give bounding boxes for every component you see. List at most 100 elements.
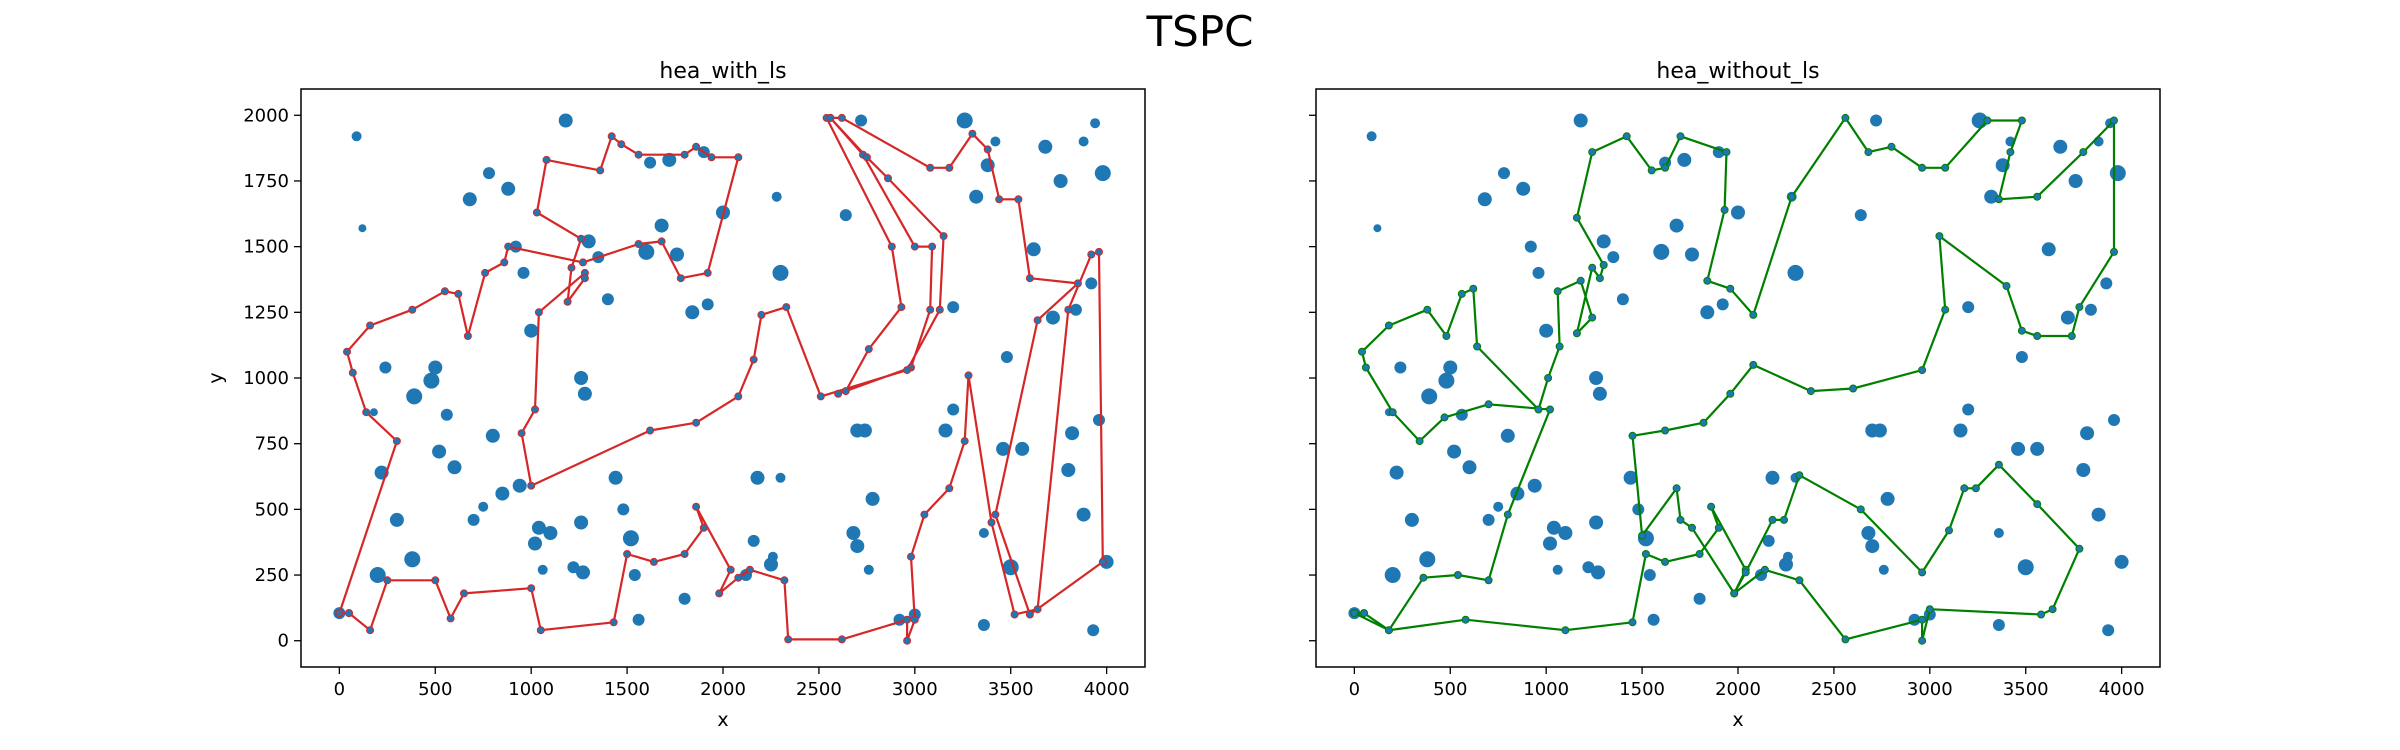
tour-node: [903, 366, 912, 375]
tour-node: [2075, 544, 2084, 553]
x-tick-label: 1500: [604, 679, 650, 700]
node-point: [1992, 619, 2005, 631]
tour-node: [1703, 276, 1712, 285]
node-point: [1787, 264, 1804, 281]
tour-node: [440, 287, 449, 296]
tour-node: [1749, 310, 1758, 319]
tour-node: [826, 113, 835, 122]
tour-node: [1358, 347, 1366, 356]
tour-node: [1442, 332, 1451, 340]
tour-node: [1561, 626, 1570, 635]
y-tick-label: 1500: [243, 237, 289, 258]
tour-node: [692, 502, 701, 511]
tour-node: [935, 305, 944, 314]
tour-node: [1994, 195, 2003, 204]
tour-node: [1010, 610, 1019, 619]
tour-node: [454, 289, 463, 298]
x-tick-label: 4000: [1084, 679, 1130, 700]
node-point: [406, 388, 423, 405]
node-point: [1984, 189, 1999, 204]
tour-node: [1453, 571, 1462, 579]
node-point: [1026, 242, 1041, 257]
node-point: [1878, 564, 1889, 575]
subplot-title: hea_with_ls: [659, 59, 786, 84]
node-point: [517, 266, 530, 279]
tour-node: [579, 258, 587, 267]
x-tick-label: 500: [1433, 679, 1467, 700]
node-point: [528, 536, 542, 551]
tour-node: [1440, 413, 1449, 422]
node-point: [678, 592, 691, 605]
tour-node: [362, 408, 371, 417]
node-point: [1421, 388, 1438, 405]
node-point: [1038, 139, 1053, 154]
tour-node: [1795, 576, 1804, 585]
node-point: [485, 428, 500, 443]
x-tick-label: 2000: [700, 679, 746, 700]
tour-node: [991, 510, 1000, 519]
tour-node: [692, 418, 701, 427]
tour-node: [1014, 195, 1023, 204]
x-tick-label: 4000: [2099, 679, 2145, 700]
tour-node: [816, 392, 825, 401]
node-point: [947, 301, 960, 314]
tour-node: [945, 163, 954, 172]
node-point: [1700, 305, 1715, 320]
node-point: [1539, 323, 1554, 338]
node-point: [2030, 441, 2045, 456]
tour-node: [1350, 609, 1359, 618]
tour-node: [345, 609, 353, 618]
node-point: [1094, 165, 1111, 182]
tour-node: [928, 242, 937, 251]
node-point: [1880, 491, 1895, 506]
x-tick-label: 2500: [796, 679, 842, 700]
node-point: [574, 515, 589, 530]
tour-node: [634, 150, 643, 159]
tour-node: [1983, 116, 1992, 125]
node-point: [1765, 470, 1780, 485]
tour-node: [726, 565, 735, 574]
node-point: [632, 613, 645, 626]
tour-node: [1887, 142, 1896, 151]
tour-node: [734, 153, 743, 162]
node-point: [2015, 351, 2028, 363]
node-point: [865, 491, 880, 506]
tour-node: [920, 510, 929, 519]
y-axis: [1309, 114, 1316, 642]
tour-node: [864, 345, 873, 354]
node-point: [990, 136, 1001, 147]
tour-node: [907, 552, 915, 561]
x-axis: 0 500 1000 1500 2000 2500 3000 3500 4000: [334, 667, 1130, 700]
node-point: [483, 167, 495, 180]
x-axis-label: x: [1732, 709, 1743, 731]
node-point: [369, 408, 378, 417]
node-point: [1589, 515, 1604, 530]
node-point: [512, 478, 527, 493]
tour-node: [1672, 484, 1681, 493]
tour-node: [536, 626, 545, 635]
tour-node: [2110, 116, 2118, 125]
node-point: [1669, 218, 1684, 233]
node-point: [1447, 444, 1462, 459]
node-point: [462, 192, 477, 207]
node-point: [1527, 478, 1542, 493]
tour-node: [567, 263, 576, 272]
tour-node: [1361, 363, 1370, 372]
node-point: [577, 386, 592, 401]
tour-node: [1033, 316, 1042, 325]
tour-node: [1722, 148, 1731, 157]
tour-node: [1419, 573, 1428, 582]
node-point: [428, 360, 443, 375]
tour-node: [1415, 437, 1424, 446]
tour-node: [1473, 342, 1482, 351]
tour-node: [1741, 568, 1750, 577]
tour-node: [348, 368, 357, 377]
node-point: [2108, 414, 2120, 426]
node-point: [2011, 441, 2026, 456]
x-tick-label: 1500: [1619, 679, 1665, 700]
node-point: [1653, 243, 1670, 260]
y-tick-label: 500: [255, 499, 289, 520]
tour-node: [964, 371, 973, 380]
tour-node: [1025, 610, 1034, 619]
tour-node: [2033, 500, 2042, 509]
